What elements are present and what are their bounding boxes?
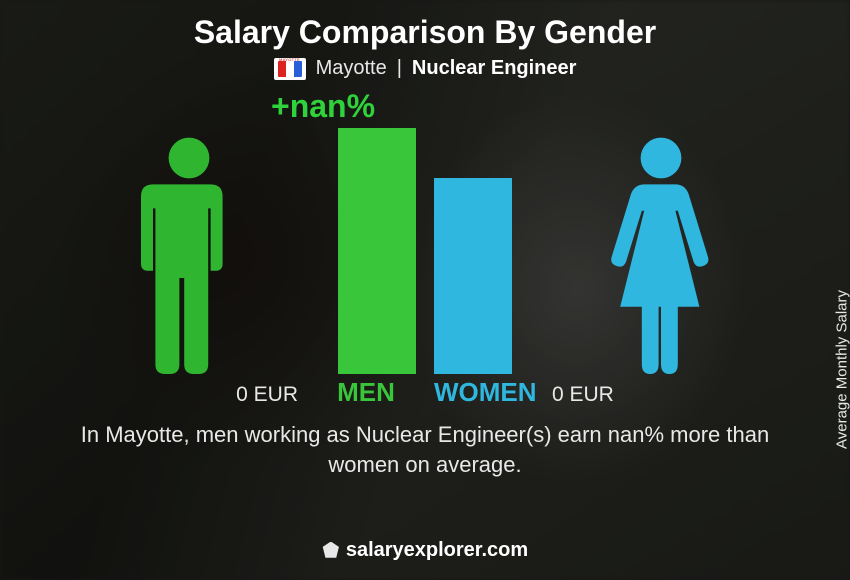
site-attribution: salaryexplorer.com (322, 539, 528, 562)
subtitle-separator: | (397, 57, 402, 80)
subtitle-job: Nuclear Engineer (412, 57, 577, 80)
labels-row: 0 EUR MEN WOMEN 0 EUR (105, 377, 745, 408)
bars-group (338, 128, 512, 374)
subtitle-row: Mayotte | Nuclear Engineer (274, 57, 577, 80)
site-logo-icon (322, 542, 340, 560)
bar-men (338, 128, 416, 374)
woman-icon (601, 134, 721, 374)
men-value: 0 EUR (178, 383, 298, 407)
women-value: 0 EUR (552, 383, 672, 407)
bar-women (434, 178, 512, 374)
site-name: salaryexplorer.com (346, 539, 528, 562)
side-axis-label: Average Monthly Salary (834, 290, 850, 449)
infographic-content: Salary Comparison By Gender Mayotte | Nu… (0, 0, 850, 580)
mayotte-flag-icon (274, 58, 306, 80)
chart-area: +nan% 0 EUR MEN WOMEN 0 EUR (105, 88, 745, 408)
men-label: MEN (316, 377, 416, 408)
page-title: Salary Comparison By Gender (194, 14, 656, 51)
women-label: WOMEN (434, 377, 534, 408)
subtitle-country: Mayotte (316, 57, 387, 80)
summary-text: In Mayotte, men working as Nuclear Engin… (65, 420, 785, 479)
man-icon (129, 134, 249, 374)
delta-label: +nan% (271, 88, 375, 125)
